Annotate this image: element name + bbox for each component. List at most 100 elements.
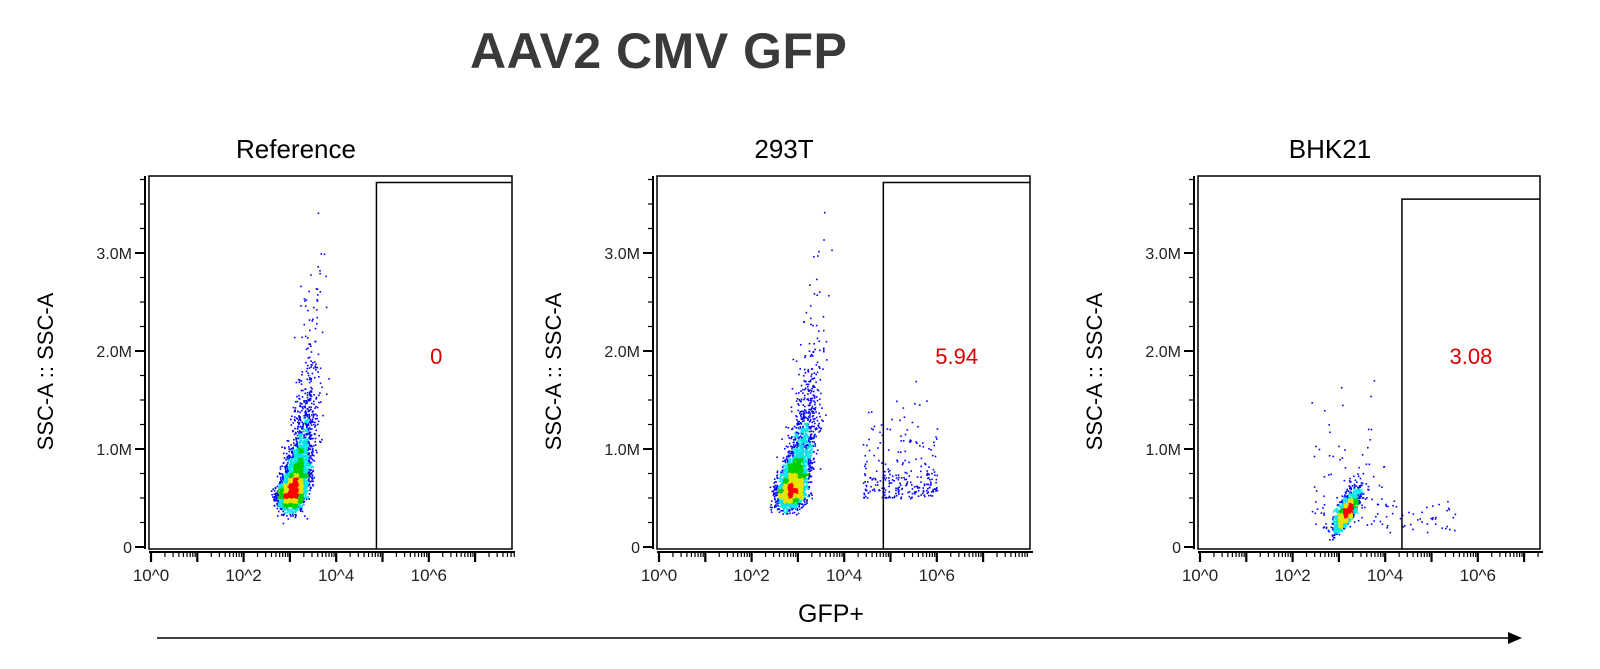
data-point (304, 335, 307, 338)
data-point (278, 483, 280, 486)
data-point (792, 435, 795, 438)
data-point (775, 500, 778, 503)
data-point (314, 413, 317, 416)
data-point (298, 500, 300, 502)
data-point (297, 479, 300, 482)
data-point (293, 463, 295, 466)
data-point (274, 494, 277, 496)
data-point (306, 378, 308, 381)
data-point (296, 451, 298, 454)
data-point (296, 506, 298, 509)
data-point (806, 433, 808, 436)
data-point (802, 404, 805, 406)
data-point (299, 435, 302, 438)
data-point (306, 485, 308, 488)
data-point (790, 410, 793, 413)
data-point (280, 472, 283, 475)
data-point (290, 504, 292, 507)
data-point (796, 434, 799, 436)
data-point (289, 481, 292, 484)
data-point (303, 456, 306, 458)
data-point (294, 401, 297, 403)
data-point (292, 442, 295, 444)
data-point (290, 480, 292, 483)
data-point (289, 461, 292, 463)
data-point (295, 440, 298, 443)
data-point (283, 485, 286, 488)
data-point (291, 513, 294, 515)
scatter-points (270, 212, 330, 525)
data-point (785, 467, 788, 469)
data-point (791, 447, 793, 450)
data-point (807, 443, 810, 445)
data-point (822, 315, 825, 318)
data-point (287, 491, 290, 494)
data-point (312, 451, 314, 453)
data-point (290, 465, 293, 467)
data-point (797, 453, 800, 455)
data-point (811, 448, 813, 451)
data-point (812, 351, 815, 353)
data-point (776, 471, 779, 474)
data-point (294, 456, 297, 459)
data-point (799, 421, 802, 424)
data-point (316, 288, 319, 291)
data-point (292, 502, 295, 504)
data-point (816, 337, 819, 340)
data-point (315, 363, 317, 366)
data-point (293, 418, 296, 421)
data-point (292, 499, 295, 501)
data-point (300, 445, 303, 447)
data-point (311, 364, 313, 366)
data-point (312, 437, 314, 440)
data-point (318, 375, 320, 378)
data-point (288, 503, 291, 506)
data-point (287, 440, 290, 442)
data-point (292, 453, 294, 456)
data-point (300, 465, 303, 468)
data-point (810, 323, 812, 326)
data-point (278, 493, 281, 496)
data-point (306, 451, 309, 453)
data-point (301, 478, 303, 480)
data-point (299, 509, 302, 511)
data-point (298, 421, 301, 424)
data-point (328, 378, 330, 380)
data-point (297, 378, 300, 381)
data-point (300, 507, 303, 510)
data-point (297, 473, 299, 476)
data-point (308, 399, 311, 402)
data-point (291, 508, 294, 511)
data-point (818, 412, 821, 415)
data-point (305, 456, 307, 459)
data-point (295, 438, 297, 441)
data-point (317, 294, 319, 296)
data-point (299, 471, 302, 473)
data-point (308, 448, 311, 451)
data-point (276, 485, 279, 488)
data-point (301, 464, 304, 467)
data-point (776, 500, 779, 502)
data-point (808, 408, 810, 411)
data-point (282, 514, 285, 517)
data-point (287, 488, 289, 490)
data-point (285, 482, 287, 485)
data-point (786, 507, 789, 510)
data-point (283, 452, 285, 455)
data-point (299, 476, 302, 479)
data-point (785, 480, 787, 483)
data-point (308, 480, 310, 482)
data-point (300, 450, 303, 453)
data-point (774, 501, 777, 504)
data-point (285, 495, 288, 497)
data-point (295, 464, 297, 467)
data-point (299, 492, 302, 494)
data-point (297, 482, 299, 485)
data-point (302, 467, 305, 470)
data-point (316, 316, 319, 319)
data-point (297, 508, 300, 510)
data-point (299, 457, 302, 460)
data-point (303, 399, 305, 402)
data-point (299, 473, 301, 475)
data-point (812, 414, 815, 417)
